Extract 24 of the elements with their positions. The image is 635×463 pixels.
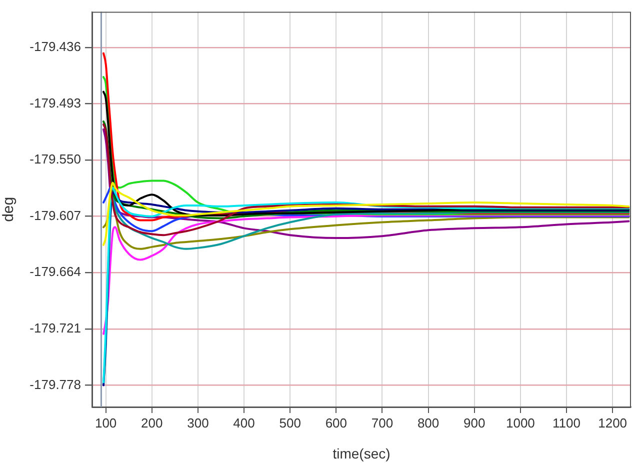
x-tick-label: 1200: [598, 415, 628, 430]
y-tick-label: -179.550: [30, 152, 81, 167]
x-tick-label: 200: [141, 415, 163, 430]
y-tick-label: -179.721: [30, 320, 81, 336]
y-tick-label: -179.664: [30, 264, 81, 280]
line-series: [102, 120, 630, 220]
y-tick-label: -179.607: [30, 208, 81, 223]
line-series: [102, 182, 630, 246]
x-tick-label: 800: [417, 415, 440, 430]
x-tick-label: 400: [233, 415, 255, 430]
x-tick-label: 900: [464, 415, 486, 430]
x-tick-label: 600: [325, 415, 348, 430]
x-tick-label: 300: [187, 415, 209, 430]
line-series: [102, 214, 630, 335]
y-tick-label: -179.436: [30, 38, 81, 54]
x-tick-label: 1100: [552, 415, 580, 430]
x-tick-label: 500: [279, 415, 301, 430]
y-tick-label: -179.778: [30, 376, 81, 392]
x-axis-title: time(sec): [332, 445, 390, 462]
y-tick-label: -179.493: [30, 95, 81, 110]
y-axis-title: deg: [0, 196, 18, 222]
x-tick-label: 700: [371, 415, 394, 430]
x-tick-label: 1000: [506, 415, 535, 430]
x-tick-label: 100: [94, 415, 117, 430]
